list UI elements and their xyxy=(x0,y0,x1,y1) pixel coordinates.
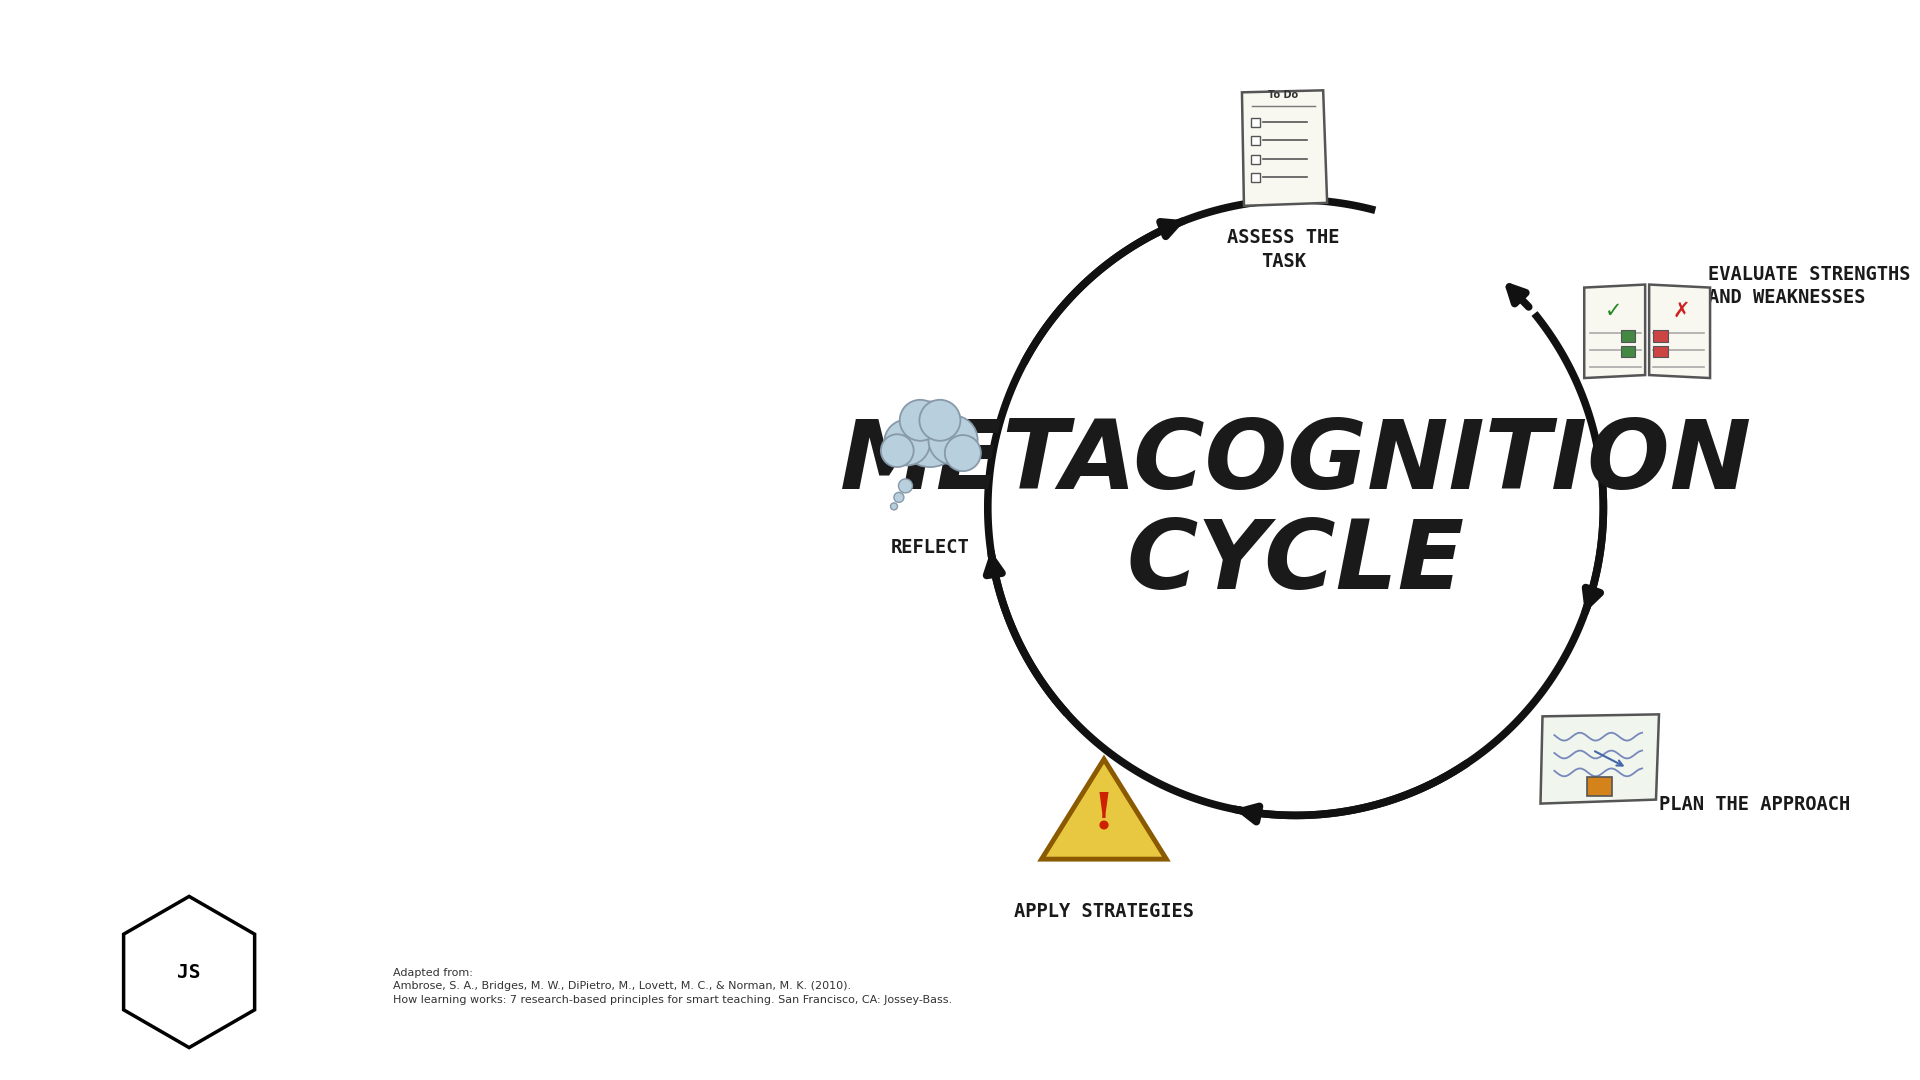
Bar xyxy=(1620,330,1636,341)
Polygon shape xyxy=(1041,759,1165,860)
Circle shape xyxy=(891,503,897,510)
Text: ✓: ✓ xyxy=(1605,300,1622,321)
Text: Metacognition is vital for students
to thrive in college, in their careers,
and : Metacognition is vital for students to t… xyxy=(38,454,430,598)
Text: Adapted from:
Ambrose, S. A., Bridges, M. W., DiPietro, M., Lovett, M. C., & Nor: Adapted from: Ambrose, S. A., Bridges, M… xyxy=(394,968,952,1005)
Text: EVALUATE STRENGTHS
AND WEAKNESSES: EVALUATE STRENGTHS AND WEAKNESSES xyxy=(1709,265,1910,307)
Text: METACOGNITION: METACOGNITION xyxy=(38,281,457,324)
Bar xyxy=(1653,330,1668,341)
Bar xyxy=(1586,777,1613,796)
Text: To Do: To Do xyxy=(1269,90,1298,99)
Circle shape xyxy=(900,400,941,441)
Bar xyxy=(1250,173,1260,183)
Polygon shape xyxy=(1242,91,1327,206)
Circle shape xyxy=(929,416,977,464)
Bar xyxy=(1250,118,1260,126)
Circle shape xyxy=(920,400,960,441)
Text: PLAN THE APPROACH: PLAN THE APPROACH xyxy=(1659,795,1851,814)
Circle shape xyxy=(899,478,912,492)
Bar xyxy=(1250,154,1260,164)
Text: JS: JS xyxy=(177,962,202,982)
Text: THE POWER OF: THE POWER OF xyxy=(38,130,420,173)
Bar xyxy=(1620,347,1636,357)
Text: METACOGNITION: METACOGNITION xyxy=(839,416,1751,509)
Circle shape xyxy=(881,434,914,467)
Text: If we want students to grow into
problem-solvers and critical thinkers,
we need : If we want students to grow into problem… xyxy=(38,778,384,858)
Circle shape xyxy=(945,435,981,471)
Text: APPLY STRATEGIES: APPLY STRATEGIES xyxy=(1014,902,1194,921)
Polygon shape xyxy=(1584,284,1645,378)
Text: CYCLE: CYCLE xyxy=(1127,516,1465,609)
Bar xyxy=(1250,136,1260,145)
Circle shape xyxy=(883,419,929,465)
Polygon shape xyxy=(123,896,255,1048)
Text: !: ! xyxy=(1092,791,1116,839)
Circle shape xyxy=(895,492,904,502)
Text: REFLECT: REFLECT xyxy=(891,538,970,557)
Text: ✗: ✗ xyxy=(1672,300,1690,321)
Text: JOHN SPENCER: JOHN SPENCER xyxy=(144,1040,234,1053)
Text: ASSESS THE
TASK: ASSESS THE TASK xyxy=(1227,228,1340,271)
Bar xyxy=(1653,347,1668,357)
Circle shape xyxy=(897,402,962,467)
Polygon shape xyxy=(1649,284,1711,378)
Polygon shape xyxy=(1540,714,1659,804)
